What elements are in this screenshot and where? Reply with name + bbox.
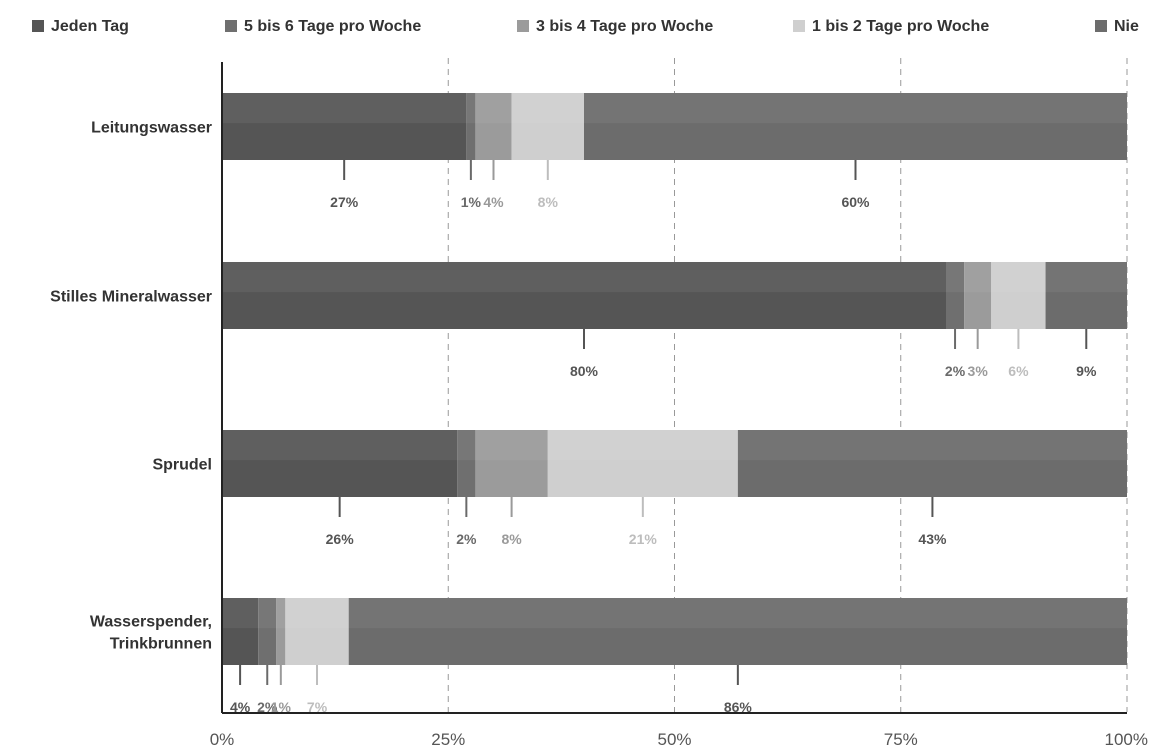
bar-segment-2-2 xyxy=(475,430,548,497)
x-tick-label-1: 25% xyxy=(431,730,465,749)
category-label-line-0-0: Leitungswasser xyxy=(91,120,212,137)
data-label-3-3: 7% xyxy=(307,699,328,715)
legend-swatch-3 xyxy=(793,20,805,32)
bar-segment-0-3 xyxy=(511,93,584,160)
legend-label-2: 3 bis 4 Tage pro Woche xyxy=(536,18,713,35)
category-label-1: Stilles Mineralwasser xyxy=(50,289,212,306)
bar-segment-1-0 xyxy=(222,262,946,329)
x-tick-label-2: 50% xyxy=(657,730,691,749)
data-label-3-2: 1% xyxy=(271,699,292,715)
category-label-line-2-0: Sprudel xyxy=(152,457,212,474)
bar-segment-2-0 xyxy=(222,430,458,497)
bar-segment-1-1 xyxy=(946,262,965,329)
legend-swatch-4 xyxy=(1095,20,1107,32)
category-label-2: Sprudel xyxy=(152,457,212,474)
bar-segment-3-2 xyxy=(276,598,286,665)
bar-segment-2-3 xyxy=(547,430,738,497)
category-label-0: Leitungswasser xyxy=(91,120,212,137)
x-tick-label-0: 0% xyxy=(210,730,235,749)
data-label-2-2: 8% xyxy=(501,531,522,547)
data-label-0-4: 60% xyxy=(841,194,870,210)
bar-segment-1-3 xyxy=(991,262,1046,329)
data-label-3-4: 86% xyxy=(724,699,753,715)
data-label-0-0: 27% xyxy=(330,194,359,210)
bar-segment-1-2 xyxy=(964,262,992,329)
category-label-line-3-1: Trinkbrunnen xyxy=(110,636,212,653)
data-label-2-1: 2% xyxy=(456,531,477,547)
data-label-0-3: 8% xyxy=(538,194,559,210)
bar-sheen-2 xyxy=(222,430,1127,461)
bar-segment-3-0 xyxy=(222,598,259,665)
bars xyxy=(222,93,1127,665)
x-tick-label-4: 100% xyxy=(1105,730,1148,749)
data-label-3-0: 4% xyxy=(230,699,251,715)
category-label-line-1-0: Stilles Mineralwasser xyxy=(50,289,212,306)
legend-swatch-0 xyxy=(32,20,44,32)
bar-sheen-0 xyxy=(222,93,1127,124)
bar-segment-0-2 xyxy=(475,93,512,160)
data-label-2-0: 26% xyxy=(326,531,355,547)
bar-sheen-3 xyxy=(222,598,1127,629)
legend-label-1: 5 bis 6 Tage pro Woche xyxy=(244,18,421,35)
legend-swatch-1 xyxy=(225,20,237,32)
legend-label-0: Jeden Tag xyxy=(51,18,129,35)
bar-segment-0-4 xyxy=(584,93,1127,160)
legend-swatch-2 xyxy=(517,20,529,32)
x-tick-label-3: 75% xyxy=(884,730,918,749)
category-label-3: Wasserspender, Trinkbrunnen xyxy=(90,614,212,653)
legend-label-3: 1 bis 2 Tage pro Woche xyxy=(812,18,989,35)
data-label-0-1: 1% xyxy=(461,194,482,210)
axes: 0% 25% 50% 75% 100% xyxy=(210,62,1148,749)
data-label-1-0: 80% xyxy=(570,363,599,379)
data-label-1-4: 9% xyxy=(1076,363,1097,379)
data-label-2-3: 21% xyxy=(629,531,658,547)
legend-label-4: Nie xyxy=(1114,18,1139,35)
bar-segment-2-1 xyxy=(457,430,476,497)
bar-segment-2-4 xyxy=(737,430,1127,497)
bar-segment-3-4 xyxy=(348,598,1127,665)
bar-segment-0-1 xyxy=(466,93,476,160)
data-label-1-2: 3% xyxy=(968,363,989,379)
category-label-line-3-0: Wasserspender, xyxy=(90,614,212,631)
data-label-1-1: 2% xyxy=(945,363,966,379)
bar-segment-3-3 xyxy=(285,598,349,665)
data-label-3-1: 2% xyxy=(257,699,278,715)
data-label-2-4: 43% xyxy=(918,531,947,547)
bar-sheen-1 xyxy=(222,262,1127,293)
bar-segment-3-1 xyxy=(258,598,277,665)
data-label-0-2: 4% xyxy=(483,194,504,210)
data-label-1-3: 6% xyxy=(1008,363,1029,379)
bar-segment-1-4 xyxy=(1045,262,1127,329)
bar-segment-0-0 xyxy=(222,93,467,160)
legend: Jeden Tag 5 bis 6 Tage pro Woche 3 bis 4 T… xyxy=(32,18,1139,35)
